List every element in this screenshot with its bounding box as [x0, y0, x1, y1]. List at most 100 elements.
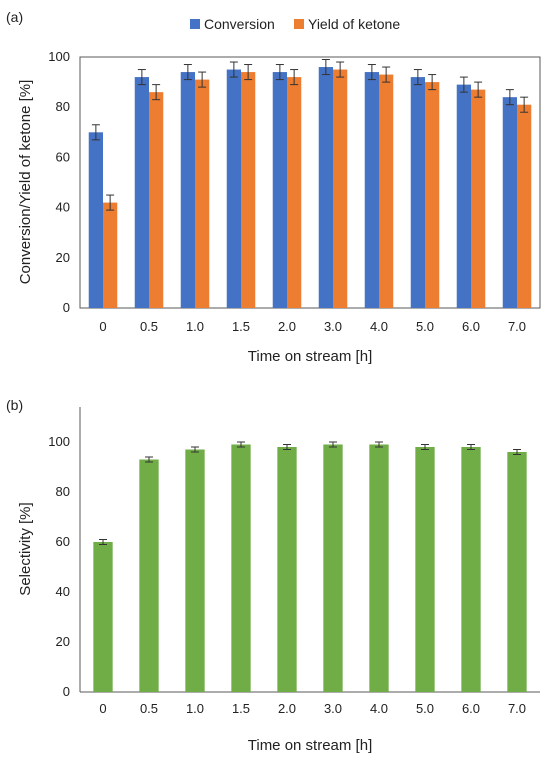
bar-a-s1-0	[103, 202, 118, 308]
bar-a-s0-4	[272, 72, 287, 308]
error-bar-b-s0-1	[145, 456, 153, 463]
plot-frame-a	[79, 56, 541, 309]
bar-b-s0-0	[93, 542, 113, 692]
x-axis-a: 0 0.5 1.0 1.5 2.0 3.0 4.0 5.0 6.0 7.0	[99, 319, 526, 334]
bar-a-s0-6	[364, 72, 379, 308]
error-bar-a-s0-6	[367, 64, 376, 81]
panel-a: (a) Conversion Yield of ketone 0 20 40 60 80…	[6, 9, 541, 365]
x-tick-label: 6.0	[462, 701, 480, 716]
y-tick-label: 40	[56, 584, 70, 599]
legend-swatch-conversion	[190, 19, 200, 29]
y-tick-label: 80	[56, 484, 70, 499]
x-tick-label: 2.0	[278, 701, 296, 716]
legend-label-yield: Yield of ketone	[308, 16, 400, 32]
y-tick-label: 60	[56, 149, 70, 164]
y-tick-label: 0	[63, 300, 70, 315]
y-tick-label: 0	[63, 684, 70, 699]
bar-a-s0-2	[180, 72, 195, 308]
bar-a-s1-2	[195, 79, 210, 308]
x-tick-label: 0	[99, 319, 106, 334]
x-tick-label: 2.0	[278, 319, 296, 334]
x-tick-label: 4.0	[370, 319, 388, 334]
error-bar-a-s1-8	[474, 81, 483, 98]
bar-b-s0-6	[369, 444, 389, 692]
bar-a-s0-0	[88, 132, 103, 308]
bars-a	[88, 59, 532, 308]
error-bar-a-s0-7	[413, 69, 422, 86]
bar-a-s0-8	[456, 84, 471, 308]
x-axis-title-b: Time on stream [h]	[248, 737, 372, 754]
panel-a-label: (a)	[6, 9, 23, 25]
y-axis-a: 0 20 40 60 80 100	[48, 49, 70, 315]
error-bar-a-s0-4	[275, 64, 284, 81]
y-axis-title-a: Conversion/Yield of ketone [%]	[17, 80, 34, 285]
x-tick-label: 6.0	[462, 319, 480, 334]
x-tick-label: 5.0	[416, 701, 434, 716]
error-bar-a-s0-9	[505, 89, 514, 106]
error-bar-b-s0-2	[191, 446, 199, 453]
error-bar-a-s1-1	[152, 84, 161, 101]
legend-swatch-yield	[294, 19, 304, 29]
y-tick-label: 60	[56, 534, 70, 549]
error-bar-b-s0-0	[99, 539, 107, 545]
x-tick-label: 1.5	[232, 319, 250, 334]
x-tick-label: 0	[99, 701, 106, 716]
error-bar-a-s1-4	[290, 69, 299, 86]
bar-b-s0-1	[139, 459, 159, 692]
bar-a-s0-9	[502, 97, 517, 308]
error-bar-b-s0-6	[375, 441, 383, 448]
x-tick-label: 0.5	[140, 701, 158, 716]
x-tick-label: 4.0	[370, 701, 388, 716]
x-tick-label: 1.0	[186, 701, 204, 716]
bar-a-s1-8	[471, 89, 486, 308]
x-tick-label: 3.0	[324, 319, 342, 334]
error-bar-a-s1-9	[520, 96, 529, 113]
bars-b	[93, 441, 527, 692]
x-tick-label: 7.0	[508, 319, 526, 334]
bar-b-s0-7	[415, 447, 435, 692]
legend-a: Conversion Yield of ketone	[190, 16, 400, 32]
x-tick-label: 0.5	[140, 319, 158, 334]
bar-a-s0-3	[226, 69, 241, 308]
error-bar-a-s0-8	[459, 76, 468, 93]
error-bar-b-s0-4	[283, 444, 291, 450]
bar-a-s1-6	[379, 74, 394, 308]
bar-a-s1-3	[241, 72, 256, 308]
error-bar-a-s0-3	[229, 61, 238, 78]
x-tick-label: 5.0	[416, 319, 434, 334]
error-bar-b-s0-9	[513, 449, 521, 455]
x-tick-label: 7.0	[508, 701, 526, 716]
bar-a-s0-1	[134, 77, 149, 308]
bar-a-s1-1	[149, 92, 164, 308]
x-tick-label: 3.0	[324, 701, 342, 716]
bar-b-s0-9	[507, 452, 527, 692]
error-bar-a-s1-0	[106, 194, 115, 211]
bar-b-s0-5	[323, 444, 343, 692]
bar-a-s1-5	[333, 69, 348, 308]
error-bar-a-s0-5	[321, 59, 330, 76]
y-tick-label: 20	[56, 634, 70, 649]
panel-b-label: (b)	[6, 397, 23, 413]
bar-b-s0-4	[277, 447, 297, 692]
y-tick-label: 80	[56, 99, 70, 114]
legend-label-conversion: Conversion	[204, 16, 275, 32]
x-axis-b: 0 0.5 1.0 1.5 2.0 3.0 4.0 5.0 6.0 7.0	[99, 701, 526, 716]
bar-a-s0-5	[318, 67, 333, 308]
error-bar-a-s0-0	[91, 124, 100, 141]
x-tick-label: 1.5	[232, 701, 250, 716]
y-axis-title-b: Selectivity [%]	[17, 502, 34, 595]
x-tick-label: 1.0	[186, 319, 204, 334]
error-bar-a-s1-7	[428, 74, 437, 91]
y-tick-label: 40	[56, 200, 70, 215]
y-tick-label: 100	[48, 434, 70, 449]
error-bar-a-s0-2	[183, 64, 192, 81]
error-bar-a-s1-5	[336, 61, 345, 78]
bar-b-s0-8	[461, 447, 481, 692]
error-bar-b-s0-5	[329, 441, 337, 448]
error-bar-a-s1-3	[244, 64, 253, 81]
bar-a-s0-7	[410, 77, 425, 308]
error-bar-b-s0-7	[421, 444, 429, 450]
bar-a-s1-4	[287, 77, 302, 308]
error-bar-b-s0-3	[237, 441, 245, 448]
